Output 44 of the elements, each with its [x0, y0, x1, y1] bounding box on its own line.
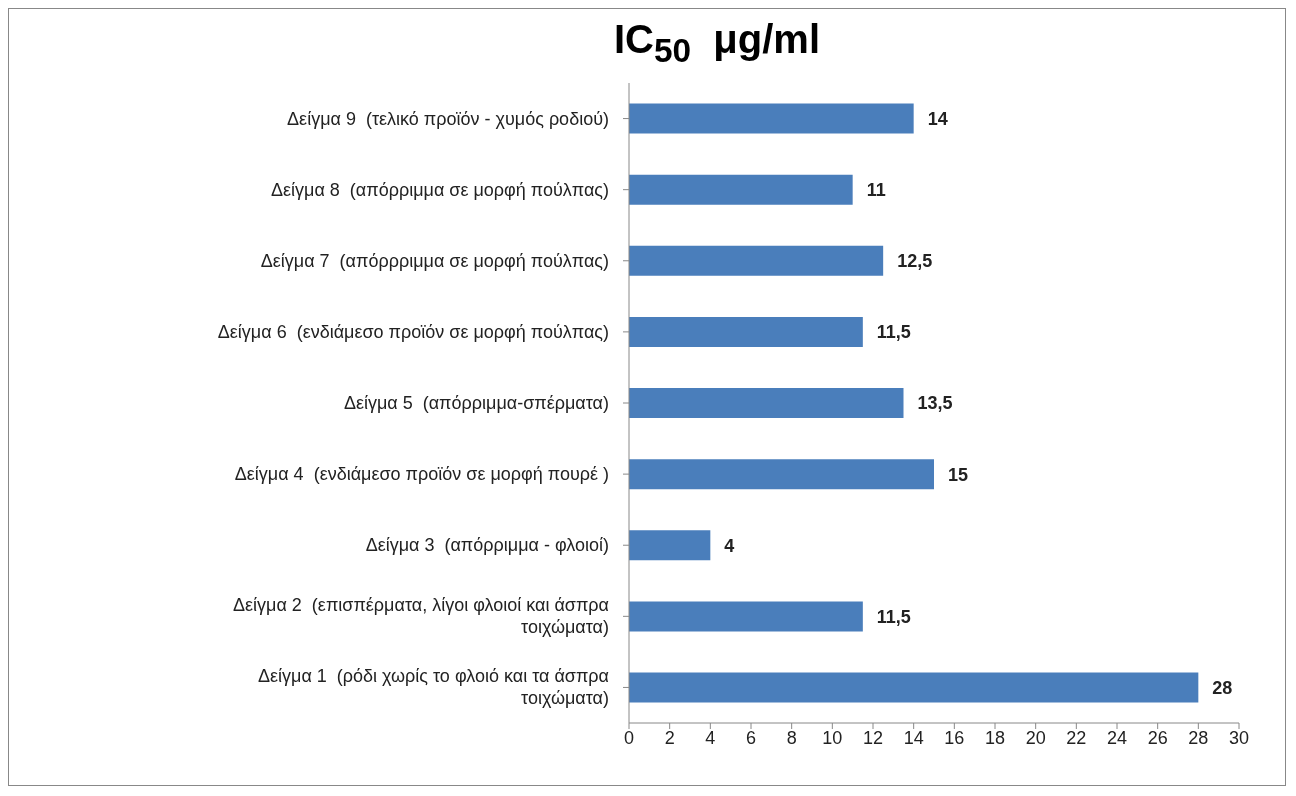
x-tick-label: 8 [786, 727, 797, 748]
bar [629, 459, 934, 490]
x-tick-label: 22 [1066, 727, 1087, 748]
x-tick-label: 16 [944, 727, 965, 748]
bar [629, 174, 853, 205]
data-label: 28 [1212, 677, 1233, 698]
y-tick-label: Δείγμα 8 (απόρριμμα σε μορφή πούλπας) [271, 179, 609, 200]
y-tick-label: Δείγμα 3 (απόρριμμα - φλοιοί) [365, 535, 609, 556]
x-tick-label: 28 [1188, 727, 1209, 748]
bar [629, 601, 863, 632]
y-tick-label: Δείγμα 6 (ενδιάμεσο προϊόν σε μορφή πούλπας) [217, 321, 609, 342]
x-tick-label: 14 [903, 727, 924, 748]
x-tick-label: 18 [984, 727, 1006, 748]
y-tick-label: Δείγμα 5 (απόρριμμα-σπέρματα) [343, 393, 609, 413]
x-tick-label: 30 [1228, 727, 1250, 748]
data-label: 4 [724, 535, 735, 556]
y-tick-label: Δείγμα 4 (ενδιάμεσο προϊόν σε μορφή πουρέ ) [234, 464, 609, 485]
y-tick-label: Δείγμα 2 (επισπέρματα, λίγοι φλοιοί και άσπρα τοιχώματα) [233, 595, 609, 638]
x-tick-label: 2 [664, 727, 675, 748]
x-tick-label: 10 [822, 727, 843, 748]
y-tick-label: Δείγμα 1 (ρόδι χωρίς το φλοιό και τα άσπρα τοιχώματα) [257, 666, 609, 709]
x-tick-label: 24 [1106, 727, 1128, 748]
bar [629, 316, 863, 347]
data-label: 15 [948, 464, 969, 485]
x-tick-label: 26 [1147, 727, 1168, 748]
data-label: 11,5 [876, 322, 911, 343]
x-tick-label: 4 [705, 727, 716, 748]
data-label: 13,5 [917, 393, 953, 414]
data-label: 12,5 [897, 251, 933, 272]
x-tick-label: 20 [1025, 727, 1046, 748]
bar [629, 388, 904, 419]
x-tick-label: 12 [862, 727, 884, 748]
bar [629, 530, 711, 561]
chart-title: IC$_{50}$ μg/ml [613, 16, 821, 71]
data-label: 14 [927, 109, 948, 130]
bar [629, 672, 1199, 703]
y-tick-label: Δείγμα 9 (τελικό προϊόν - χυμός ροδιού) [287, 108, 609, 129]
bar [629, 245, 884, 276]
x-tick-label: 6 [745, 727, 757, 748]
data-label: 11,5 [876, 606, 911, 627]
bar [629, 103, 914, 134]
data-label: 11 [866, 180, 886, 201]
y-tick-label: Δείγμα 7 (απόρρριμμα σε μορφή πούλπας) [260, 250, 609, 271]
x-tick-label: 0 [623, 727, 635, 748]
